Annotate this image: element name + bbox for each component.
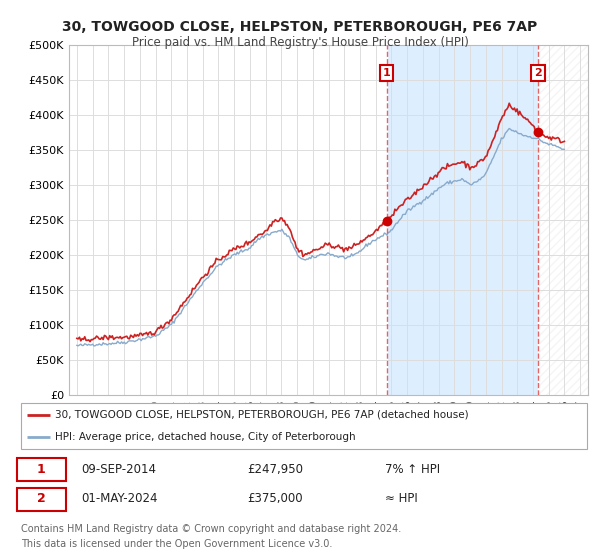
Text: 2: 2 xyxy=(37,492,45,505)
FancyBboxPatch shape xyxy=(17,458,65,481)
Text: This data is licensed under the Open Government Licence v3.0.: This data is licensed under the Open Gov… xyxy=(21,539,332,549)
Text: ≈ HPI: ≈ HPI xyxy=(385,492,418,505)
Bar xyxy=(538,45,588,395)
Text: 2: 2 xyxy=(534,68,542,78)
Text: 7% ↑ HPI: 7% ↑ HPI xyxy=(385,463,440,476)
Text: 1: 1 xyxy=(383,68,391,78)
Text: 30, TOWGOOD CLOSE, HELPSTON, PETERBOROUGH, PE6 7AP: 30, TOWGOOD CLOSE, HELPSTON, PETERBOROUG… xyxy=(62,20,538,34)
Text: 1: 1 xyxy=(37,463,45,476)
Bar xyxy=(69,45,386,395)
Text: HPI: Average price, detached house, City of Peterborough: HPI: Average price, detached house, City… xyxy=(55,432,356,442)
Text: 09-SEP-2014: 09-SEP-2014 xyxy=(81,463,156,476)
Text: Price paid vs. HM Land Registry's House Price Index (HPI): Price paid vs. HM Land Registry's House … xyxy=(131,36,469,49)
Bar xyxy=(386,45,538,395)
Text: £375,000: £375,000 xyxy=(247,492,303,505)
Text: 30, TOWGOOD CLOSE, HELPSTON, PETERBOROUGH, PE6 7AP (detached house): 30, TOWGOOD CLOSE, HELPSTON, PETERBOROUG… xyxy=(55,410,469,420)
Text: Contains HM Land Registry data © Crown copyright and database right 2024.: Contains HM Land Registry data © Crown c… xyxy=(21,524,401,534)
Bar xyxy=(538,45,588,395)
FancyBboxPatch shape xyxy=(21,404,587,449)
Text: 01-MAY-2024: 01-MAY-2024 xyxy=(81,492,158,505)
FancyBboxPatch shape xyxy=(17,488,65,511)
Text: £247,950: £247,950 xyxy=(247,463,303,476)
